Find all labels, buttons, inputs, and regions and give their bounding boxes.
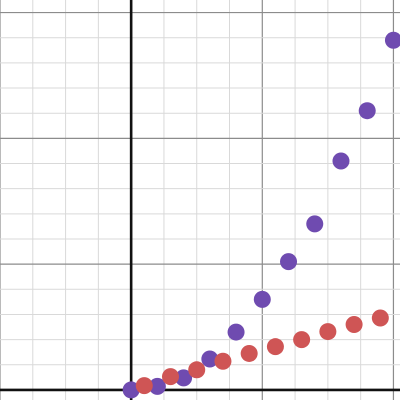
data-point-series-2-1 — [135, 377, 153, 395]
data-points — [122, 31, 400, 399]
data-point-series-2-5 — [240, 344, 258, 362]
data-point-series-1-8 — [306, 215, 324, 233]
data-point-series-1-7 — [280, 253, 298, 271]
data-point-series-2-2 — [161, 368, 179, 386]
data-point-series-1-9 — [332, 152, 350, 170]
data-point-series-2-3 — [188, 361, 206, 379]
data-point-series-1-11 — [384, 31, 400, 49]
data-point-series-2-9 — [345, 316, 363, 334]
data-point-series-2-7 — [293, 331, 311, 349]
data-point-series-1-2 — [148, 377, 166, 395]
data-point-series-1-6 — [253, 290, 271, 308]
data-point-series-1-1 — [122, 381, 140, 399]
data-point-series-1-10 — [358, 102, 376, 120]
data-point-series-1-4 — [201, 350, 219, 368]
data-point-series-1-3 — [175, 369, 193, 387]
data-point-series-2-8 — [319, 323, 337, 341]
data-point-series-2-10 — [371, 309, 389, 327]
data-point-series-2-6 — [266, 338, 284, 356]
data-point-series-1-5 — [227, 323, 245, 341]
data-point-series-2-4 — [214, 352, 232, 370]
